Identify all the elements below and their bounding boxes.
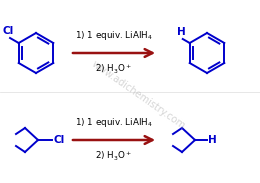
Text: 1) 1 equiv. LiAlH$_4$: 1) 1 equiv. LiAlH$_4$: [75, 116, 153, 129]
Text: 1) 1 equiv. LiAlH$_4$: 1) 1 equiv. LiAlH$_4$: [75, 29, 153, 42]
Text: 2) H$_3$O$^+$: 2) H$_3$O$^+$: [95, 63, 133, 76]
Text: 2) H$_3$O$^+$: 2) H$_3$O$^+$: [95, 150, 133, 163]
Text: Cl: Cl: [53, 135, 64, 145]
Text: H: H: [177, 27, 186, 37]
Text: www.adichemistry.com: www.adichemistry.com: [89, 59, 187, 131]
Text: H: H: [208, 135, 217, 145]
Text: Cl: Cl: [2, 26, 14, 36]
